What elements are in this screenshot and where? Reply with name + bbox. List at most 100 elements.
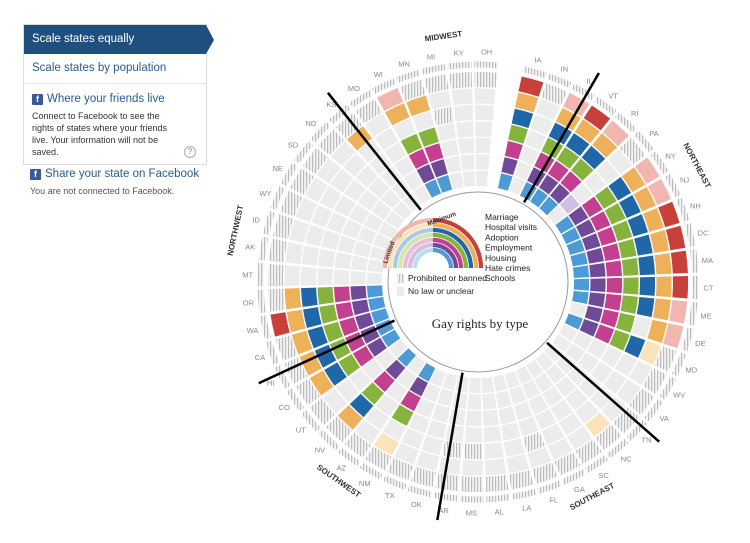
rights-cell-mi-2[interactable] xyxy=(432,106,454,126)
state-label-vt[interactable]: VT xyxy=(608,91,618,100)
rights-cell-ga-3[interactable] xyxy=(534,409,557,430)
rights-cell-ga-6[interactable] xyxy=(515,365,533,385)
rights-cell-id-6[interactable] xyxy=(369,246,388,261)
rights-cell-al-2[interactable] xyxy=(484,442,504,459)
rights-cell-md-6[interactable] xyxy=(564,313,583,330)
rights-cell-ia-4[interactable] xyxy=(504,141,523,160)
rights-cell-la-3[interactable] xyxy=(501,422,521,441)
rights-cell-ut-3[interactable] xyxy=(349,368,372,392)
rights-cell-wv-6[interactable] xyxy=(559,324,578,342)
state-label-ia[interactable]: IA xyxy=(534,55,541,64)
rights-cell-nh-2[interactable] xyxy=(627,214,648,237)
state-label-tx[interactable]: TX xyxy=(385,491,395,500)
state-label-pa[interactable]: PA xyxy=(649,129,658,138)
share-link[interactable]: f Share your state on Facebook xyxy=(30,163,199,185)
rights-cell-oh-4[interactable] xyxy=(475,137,492,154)
rights-cell-ks-6[interactable] xyxy=(402,192,421,212)
rights-cell-tx-2[interactable] xyxy=(401,428,425,450)
rights-cell-ca-6[interactable] xyxy=(371,308,389,324)
rights-cell-ms-6[interactable] xyxy=(468,377,481,394)
rights-cell-nh-5[interactable] xyxy=(581,233,601,251)
state-label-il[interactable]: IL xyxy=(586,76,592,85)
rights-cell-mn-0[interactable] xyxy=(400,79,426,101)
rights-cell-nd-5[interactable] xyxy=(380,189,401,209)
rights-cell-ks-3[interactable] xyxy=(369,152,392,175)
rights-cell-md-1[interactable] xyxy=(639,340,661,365)
rights-cell-ok-2[interactable] xyxy=(421,435,444,455)
rights-cell-ct-6[interactable] xyxy=(573,278,590,291)
rights-cell-az-2[interactable] xyxy=(365,407,390,431)
rights-cell-sc-5[interactable] xyxy=(534,372,554,393)
rights-cell-tx-6[interactable] xyxy=(430,368,447,387)
rights-cell-ne-6[interactable] xyxy=(378,221,398,240)
rights-cell-me-1[interactable] xyxy=(652,298,671,321)
rights-cell-wy-4[interactable] xyxy=(342,219,362,239)
rights-cell-sd-4[interactable] xyxy=(357,190,379,211)
rights-cell-ny-0[interactable] xyxy=(635,157,660,184)
rights-cell-ak-4[interactable] xyxy=(334,252,352,270)
rights-cell-ky-2[interactable] xyxy=(453,104,474,122)
rights-cell-sd-3[interactable] xyxy=(344,179,367,202)
rights-cell-mi-6[interactable] xyxy=(449,172,464,190)
state-label-ma[interactable]: MA xyxy=(702,256,713,265)
state-label-nv[interactable]: NV xyxy=(315,446,325,455)
rights-cell-ri-0[interactable] xyxy=(602,120,629,147)
state-label-al[interactable]: AL xyxy=(495,508,504,517)
rights-cell-al-4[interactable] xyxy=(482,409,499,426)
state-label-ny[interactable]: NY xyxy=(665,152,675,161)
rights-cell-nm-3[interactable] xyxy=(391,404,414,426)
state-label-co[interactable]: CO xyxy=(279,403,290,412)
rights-cell-de-3[interactable] xyxy=(616,312,635,333)
rights-cell-ga-5[interactable] xyxy=(522,380,541,400)
rights-cell-ma-0[interactable] xyxy=(670,250,688,274)
state-label-me[interactable]: ME xyxy=(700,312,711,321)
rights-cell-ca-2[interactable] xyxy=(307,326,328,349)
rights-cell-la-4[interactable] xyxy=(498,406,517,425)
state-label-hi[interactable]: HI xyxy=(267,379,275,388)
state-label-mo[interactable]: MO xyxy=(348,84,360,93)
rights-cell-vt-2[interactable] xyxy=(565,133,590,157)
state-label-nm[interactable]: NM xyxy=(359,479,371,488)
state-label-az[interactable]: AZ xyxy=(337,464,347,473)
rights-cell-id-2[interactable] xyxy=(305,224,325,247)
rights-cell-ma-2[interactable] xyxy=(638,255,655,276)
rights-cell-me-3[interactable] xyxy=(620,295,638,314)
rights-cell-co-0[interactable] xyxy=(295,378,321,406)
rights-cell-vt-1[interactable] xyxy=(574,119,600,144)
rights-cell-wv-2[interactable] xyxy=(614,353,638,377)
state-label-nc[interactable]: NC xyxy=(621,455,632,464)
rights-cell-nv-4[interactable] xyxy=(373,370,395,393)
rights-cell-fl-4[interactable] xyxy=(513,401,533,421)
state-label-ga[interactable]: GA xyxy=(574,485,585,494)
rights-cell-ms-4[interactable] xyxy=(466,410,482,427)
rights-cell-mt-6[interactable] xyxy=(366,272,383,285)
rights-cell-nh-0[interactable] xyxy=(658,201,680,228)
rights-cell-ia-6[interactable] xyxy=(497,173,513,191)
state-label-id[interactable]: ID xyxy=(252,215,260,224)
rights-cell-nc-1[interactable] xyxy=(585,412,611,437)
rights-cell-al-6[interactable] xyxy=(481,376,495,394)
rights-cell-id-3[interactable] xyxy=(321,230,341,250)
rights-cell-wy-5[interactable] xyxy=(357,226,377,245)
rights-cell-hi-0[interactable] xyxy=(284,357,308,384)
rights-cell-mn-5[interactable] xyxy=(430,159,448,178)
rights-cell-me-2[interactable] xyxy=(636,296,655,318)
rights-cell-ri-1[interactable] xyxy=(592,133,618,158)
rights-cell-mn-2[interactable] xyxy=(412,111,435,132)
rights-cell-al-5[interactable] xyxy=(482,393,497,410)
rights-cell-md-3[interactable] xyxy=(609,329,630,351)
rights-cell-ak-1[interactable] xyxy=(285,242,304,265)
rights-cell-sc-2[interactable] xyxy=(558,412,583,436)
rights-cell-ne-2[interactable] xyxy=(319,186,342,210)
rights-cell-nd-0[interactable] xyxy=(318,129,345,156)
friends-link[interactable]: f Where your friends live xyxy=(32,88,198,110)
rights-cell-va-6[interactable] xyxy=(552,334,572,353)
rights-cell-tn-0[interactable] xyxy=(613,407,639,434)
rights-cell-tn-6[interactable] xyxy=(544,343,564,363)
state-label-wa[interactable]: WA xyxy=(247,326,259,335)
rights-cell-or-6[interactable] xyxy=(366,285,383,298)
rights-cell-fl-2[interactable] xyxy=(522,431,546,453)
rights-cell-mn-6[interactable] xyxy=(436,175,453,193)
rights-cell-tx-1[interactable] xyxy=(394,443,419,465)
rights-cell-va-5[interactable] xyxy=(565,343,585,363)
